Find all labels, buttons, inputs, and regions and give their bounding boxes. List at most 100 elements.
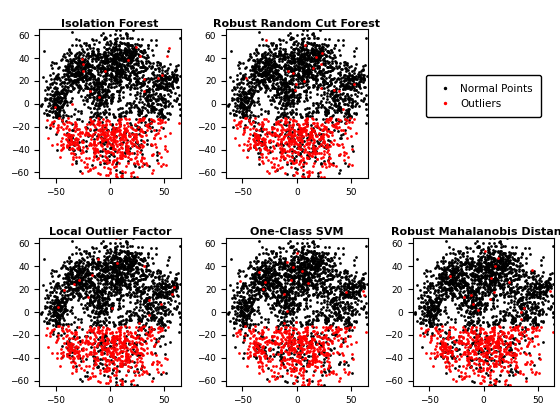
Normal Points bbox=[43, 108, 49, 113]
Title: Isolation Forest: Isolation Forest bbox=[61, 18, 158, 29]
Outliers bbox=[438, 323, 445, 328]
Outliers bbox=[253, 135, 259, 140]
Normal Points bbox=[133, 382, 140, 387]
Line: Outliers: Outliers bbox=[417, 249, 556, 388]
Outliers bbox=[296, 354, 303, 359]
Normal Points bbox=[492, 383, 498, 388]
Normal Points bbox=[427, 300, 434, 305]
Normal Points bbox=[494, 271, 501, 276]
Normal Points bbox=[428, 273, 435, 278]
Outliers bbox=[97, 351, 104, 356]
Normal Points bbox=[230, 316, 236, 321]
Outliers bbox=[305, 281, 311, 286]
Outliers bbox=[343, 120, 350, 125]
Outliers bbox=[487, 383, 494, 388]
Title: Robust Mahalanobis Distance: Robust Mahalanobis Distance bbox=[391, 227, 560, 237]
Normal Points bbox=[320, 58, 327, 63]
Normal Points bbox=[74, 286, 81, 291]
Normal Points bbox=[76, 296, 82, 301]
Outliers bbox=[293, 159, 300, 164]
Outliers bbox=[164, 54, 170, 59]
Normal Points bbox=[315, 173, 321, 178]
Normal Points bbox=[264, 279, 270, 284]
Normal Points bbox=[320, 266, 327, 271]
Normal Points bbox=[307, 271, 314, 276]
Normal Points bbox=[245, 304, 252, 309]
Outliers bbox=[494, 255, 501, 260]
Outliers bbox=[86, 132, 93, 137]
Normal Points bbox=[451, 279, 458, 284]
Outliers bbox=[129, 335, 136, 340]
Normal Points bbox=[464, 295, 471, 300]
Outliers bbox=[156, 151, 162, 156]
Title: Robust Random Cut Forest: Robust Random Cut Forest bbox=[213, 18, 380, 29]
Outliers bbox=[487, 330, 493, 335]
Outliers bbox=[251, 323, 258, 328]
Normal Points bbox=[278, 106, 284, 111]
Normal Points bbox=[431, 297, 438, 302]
Normal Points bbox=[53, 289, 60, 294]
Outliers bbox=[242, 75, 249, 80]
Outliers bbox=[133, 45, 140, 50]
Normal Points bbox=[134, 266, 141, 271]
Normal Points bbox=[119, 140, 126, 145]
Outliers bbox=[256, 336, 263, 341]
Line: Normal Points: Normal Points bbox=[412, 235, 557, 388]
Outliers bbox=[118, 175, 125, 180]
Outliers bbox=[85, 294, 91, 299]
Outliers bbox=[125, 58, 132, 63]
Outliers bbox=[241, 127, 248, 132]
Normal Points bbox=[76, 87, 82, 92]
Outliers bbox=[481, 249, 488, 254]
Outliers bbox=[501, 365, 507, 370]
Normal Points bbox=[277, 87, 284, 92]
Outliers bbox=[319, 50, 326, 55]
Outliers bbox=[166, 46, 172, 51]
Outliers bbox=[115, 142, 122, 147]
Normal Points bbox=[300, 236, 307, 241]
Outliers bbox=[434, 340, 441, 345]
Legend: Normal Points, Outliers: Normal Points, Outliers bbox=[426, 76, 542, 117]
Normal Points bbox=[332, 310, 338, 315]
Outliers bbox=[305, 175, 312, 180]
Outliers bbox=[300, 330, 307, 335]
Normal Points bbox=[304, 289, 310, 294]
Normal Points bbox=[300, 27, 307, 32]
Outliers bbox=[113, 236, 120, 241]
Outliers bbox=[273, 329, 280, 334]
Normal Points bbox=[104, 92, 111, 97]
Normal Points bbox=[320, 382, 327, 387]
Normal Points bbox=[254, 70, 260, 75]
Line: Normal Points: Normal Points bbox=[38, 27, 183, 180]
Line: Outliers: Outliers bbox=[43, 235, 178, 388]
Normal Points bbox=[307, 63, 314, 68]
Normal Points bbox=[266, 75, 273, 80]
Outliers bbox=[45, 344, 52, 349]
Line: Outliers: Outliers bbox=[234, 250, 369, 388]
Normal Points bbox=[249, 84, 255, 89]
Outliers bbox=[305, 383, 312, 388]
Outliers bbox=[54, 142, 60, 147]
Outliers bbox=[489, 355, 496, 360]
Normal Points bbox=[241, 273, 248, 278]
Outliers bbox=[310, 337, 316, 342]
Title: Local Outlier Factor: Local Outlier Factor bbox=[49, 227, 171, 237]
Outliers bbox=[51, 118, 58, 123]
Line: Normal Points: Normal Points bbox=[225, 235, 370, 388]
Line: Outliers: Outliers bbox=[45, 44, 182, 180]
Normal Points bbox=[507, 266, 514, 271]
Normal Points bbox=[117, 236, 124, 241]
Line: Normal Points: Normal Points bbox=[225, 27, 370, 178]
Outliers bbox=[66, 355, 73, 360]
Outliers bbox=[263, 38, 269, 43]
Title: One-Class SVM: One-Class SVM bbox=[250, 227, 343, 237]
Outliers bbox=[293, 251, 300, 256]
Normal Points bbox=[58, 299, 65, 304]
Outliers bbox=[528, 268, 535, 273]
Line: Normal Points: Normal Points bbox=[38, 236, 183, 388]
Normal Points bbox=[59, 96, 66, 101]
Outliers bbox=[297, 137, 304, 142]
Normal Points bbox=[487, 236, 493, 241]
Normal Points bbox=[113, 27, 120, 32]
Normal Points bbox=[134, 58, 141, 63]
